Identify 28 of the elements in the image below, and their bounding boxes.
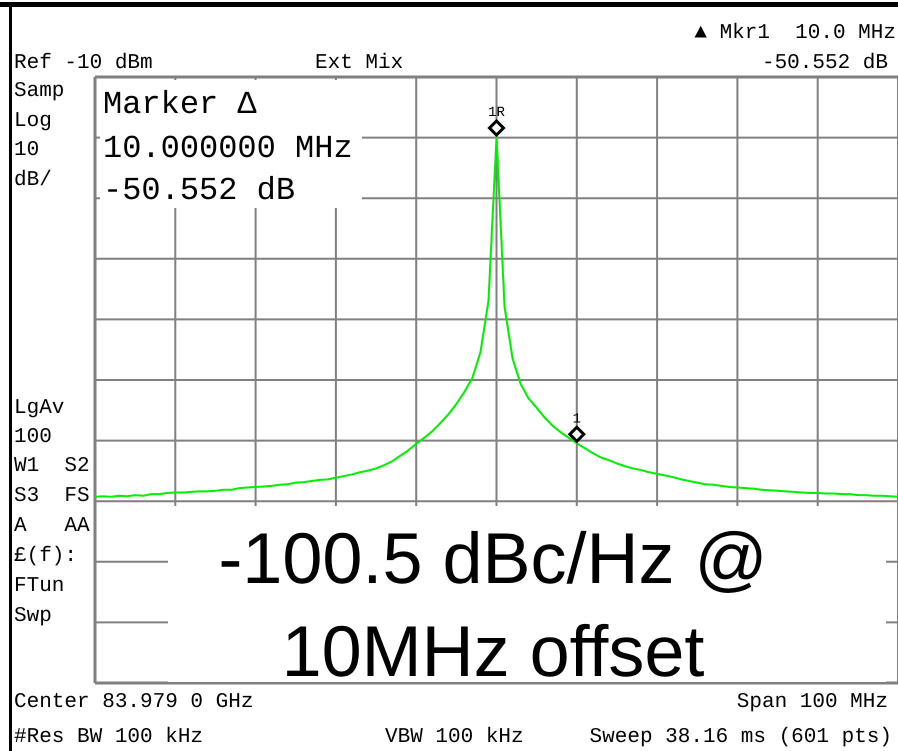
text: Ext Mix: [315, 52, 404, 75]
text: ▲ Mkr1 10.0 MHz: [694, 22, 896, 45]
text: 10: [14, 139, 40, 162]
text: A AA: [14, 515, 90, 538]
text: VBW 100 kHz: [385, 726, 524, 749]
text: 100: [14, 426, 52, 449]
text: -50.552 dB: [762, 52, 888, 75]
text: Center 83.979 0 GHz: [14, 691, 254, 714]
text: Log: [14, 110, 52, 133]
text: S3 FS: [14, 485, 90, 508]
text: LgAv: [14, 397, 64, 420]
text: Marker Δ: [103, 86, 257, 123]
text: dB/: [14, 169, 52, 192]
text: W1 S2: [14, 455, 90, 478]
text: Span 100 MHz: [736, 691, 888, 714]
annotation: -50.552 dB: [103, 172, 296, 209]
text: FTun: [14, 575, 64, 598]
text: Samp: [14, 80, 64, 103]
text: 1R: [488, 105, 506, 121]
annotation: 1: [572, 411, 582, 428]
annotation: 10.000000 MHz: [103, 130, 353, 167]
text: #Res BW 100 kHz: [14, 726, 204, 749]
text: Ref -10 dBm: [14, 52, 153, 75]
text: Swp: [14, 605, 52, 628]
text: £(f):: [14, 545, 78, 568]
text: Sweep 38.16 ms (601 pts): [590, 726, 892, 749]
annotation: -100.5 dBc/Hz @: [218, 519, 768, 599]
annotation: 10MHz offset: [282, 612, 704, 692]
